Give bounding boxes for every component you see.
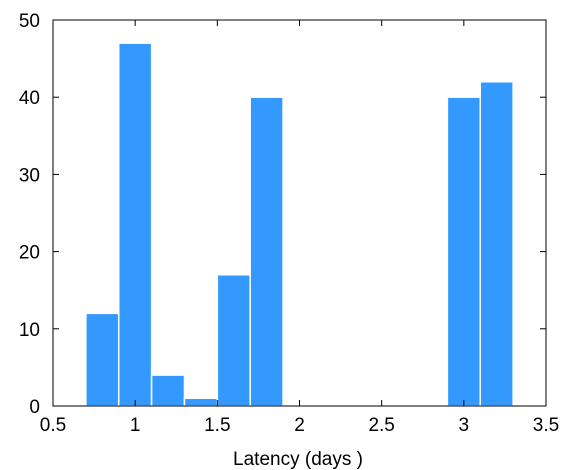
- y-tick-label-5: 50: [19, 11, 40, 32]
- x-tick-label-3: 2: [294, 415, 305, 436]
- histogram-bar-7: [479, 81, 514, 407]
- x-tick-label-0: 0.5: [40, 415, 66, 436]
- x-tick-label-1: 1: [130, 415, 141, 436]
- y-tick-label-4: 40: [19, 88, 40, 109]
- x-tick-label-5: 3: [459, 415, 470, 436]
- histogram-bar-0: [85, 312, 120, 407]
- x-tick-label-2: 1.5: [204, 415, 230, 436]
- bars-layer: [85, 42, 514, 407]
- histogram-bar-1: [117, 42, 153, 407]
- x-axis-label: Latency (days ): [233, 449, 363, 470]
- histogram-bar-3: [183, 397, 219, 407]
- ticks-layer: 0.5 1 1.5 2 2.5 3 3.5 0 10 20 30 40 50: [19, 11, 559, 436]
- y-tick-label-3: 30: [19, 165, 40, 186]
- x-tick-label-4: 2.5: [368, 415, 394, 436]
- histogram-bar-5: [249, 96, 284, 407]
- y-tick-label-2: 20: [19, 243, 40, 264]
- x-tick-label-6: 3.5: [533, 415, 559, 436]
- histogram-bar-6: [446, 96, 482, 407]
- y-tick-label-1: 10: [19, 320, 40, 341]
- histogram-bar-4: [216, 274, 251, 407]
- histogram-bar-2: [150, 374, 186, 407]
- y-tick-label-0: 0: [29, 397, 40, 418]
